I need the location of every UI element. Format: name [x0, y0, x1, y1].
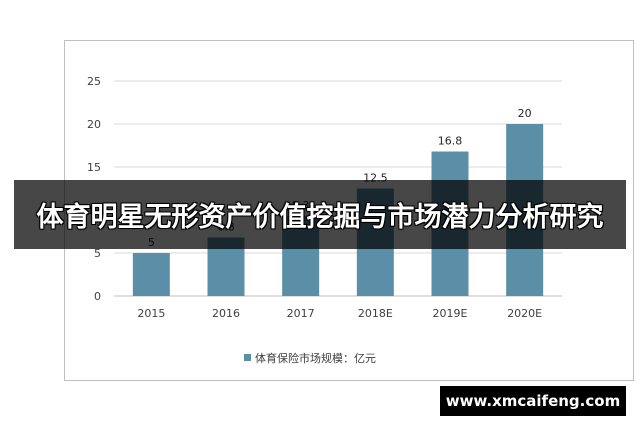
headline-text: 体育明星无形资产价值挖掘与市场潜力分析研究	[36, 202, 604, 233]
bar	[132, 253, 170, 296]
legend-swatch	[244, 354, 251, 361]
watermark: www.xmcaifeng.com	[440, 386, 626, 416]
y-tick-label: 0	[94, 290, 101, 303]
x-tick-label: 2020E	[507, 307, 542, 320]
data-label: 20	[518, 107, 532, 120]
x-axis-ticks: 2015 2016 2017 2018E 2019E 2020E	[137, 307, 542, 320]
x-tick-label: 2015	[137, 307, 165, 320]
x-tick-label: 2019E	[433, 307, 468, 320]
y-tick-label: 25	[87, 75, 101, 88]
x-tick-label: 2017	[287, 307, 315, 320]
legend-label: 体育保险市场规模：亿元	[255, 351, 376, 365]
x-tick-label: 2018E	[358, 307, 393, 320]
headline-banner	[14, 180, 626, 249]
y-tick-label: 20	[87, 118, 101, 131]
x-tick-label: 2016	[212, 307, 240, 320]
y-tick-label: 15	[87, 161, 101, 174]
y-tick-label: 5	[94, 247, 101, 260]
data-label: 16.8	[438, 135, 463, 148]
legend: 体育保险市场规模：亿元	[244, 351, 376, 365]
